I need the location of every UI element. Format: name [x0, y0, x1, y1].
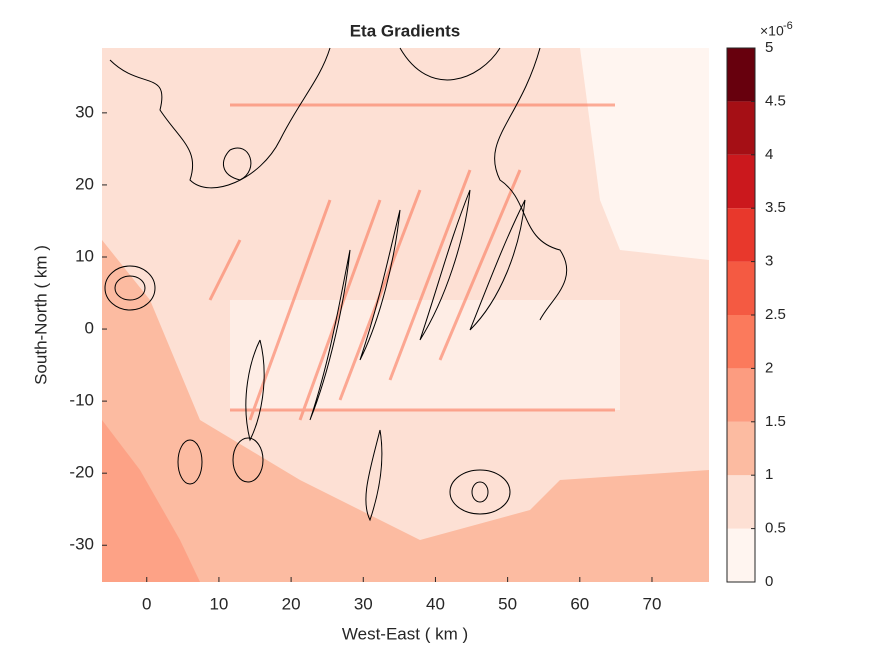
colorbar-tick-label: 1: [765, 466, 773, 483]
colorbar-bin: [727, 154, 755, 209]
y-tick-label: -10: [69, 391, 94, 410]
colorbar-bin: [727, 475, 755, 529]
colorbar-bin: [727, 368, 755, 422]
field: [102, 47, 709, 582]
y-tick-label: -20: [69, 463, 94, 482]
colorbar-tick-label: 2.5: [765, 306, 786, 323]
colorbar-bin: [727, 421, 755, 476]
x-axis-label: West-East ( km ): [342, 624, 468, 643]
colorbar-bin: [727, 101, 755, 155]
colorbar-tick-label: 3: [765, 253, 773, 270]
y-tick-label: 30: [75, 102, 94, 121]
y-tick-label: 20: [75, 174, 94, 193]
colorbar-bin: [727, 315, 755, 369]
contours: [104, 47, 568, 522]
colorbar-tick-label: 2: [765, 359, 773, 376]
colorbar-tick-label: 0: [765, 573, 773, 590]
y-tick-label: -30: [69, 535, 94, 554]
colorbar-tick-label: 3.5: [765, 199, 786, 216]
chart-title: Eta Gradients: [350, 21, 461, 40]
field-region: [230, 300, 620, 410]
x-tick-label: 20: [282, 594, 301, 613]
y-tick-label: 10: [75, 246, 94, 265]
colorbar-scale: ×10: [760, 23, 784, 39]
colorbar-bin: [727, 261, 755, 315]
colorbar-tick-label: 0.5: [765, 520, 786, 537]
colorbar-bin: [727, 48, 755, 102]
field-streaks: [208, 103, 615, 421]
x-tick-label: 50: [498, 594, 517, 613]
y-tick-label: 0: [85, 319, 94, 338]
colorbar-bin: [727, 528, 755, 582]
colorbar-tick-label: 5: [765, 39, 773, 56]
x-tick-label: 0: [142, 594, 151, 613]
x-tick-label: 10: [209, 594, 228, 613]
x-tick-label: 40: [426, 594, 445, 613]
colorbar-tick-label: 4: [765, 146, 773, 163]
y-axis-label: South-North ( km ): [31, 245, 50, 385]
x-tick-label: 60: [570, 594, 589, 613]
x-tick-label: 30: [354, 594, 373, 613]
field-region: [102, 240, 709, 582]
field-region: [102, 420, 200, 582]
field-region: [580, 48, 709, 260]
colorbar-bin: [727, 208, 755, 262]
x-tick-label: 70: [643, 594, 662, 613]
colorbar-exponent: -6: [783, 20, 793, 32]
colorbar-tick-label: 1.5: [765, 413, 786, 430]
colorbar-tick-label: 4.5: [765, 92, 786, 109]
